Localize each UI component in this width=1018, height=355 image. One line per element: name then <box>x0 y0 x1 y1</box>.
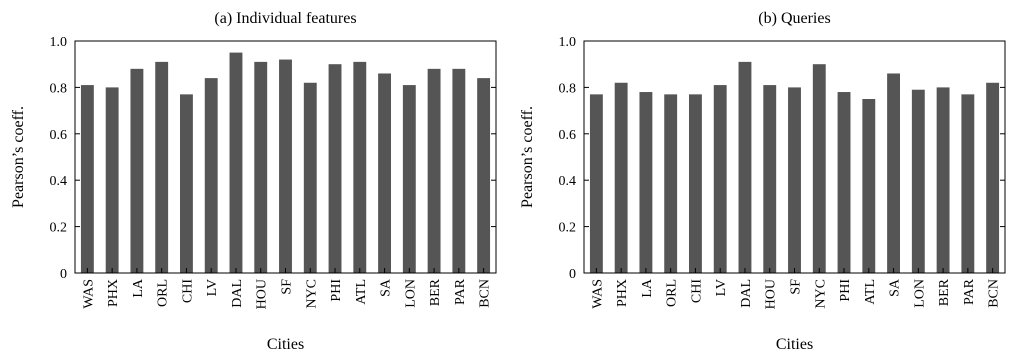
bar-chi <box>689 94 702 273</box>
bar-atl <box>353 61 367 273</box>
bar-par <box>961 94 975 273</box>
x-tick-label-la: LA <box>131 278 146 298</box>
bar-lv <box>713 85 727 273</box>
bar-sf <box>279 59 292 274</box>
x-tick-label-sa: SA <box>888 278 903 297</box>
x-axis-label: Cities <box>776 336 813 353</box>
bar-orl <box>664 94 678 273</box>
bar-phi <box>837 92 851 273</box>
bar-lon <box>911 89 925 273</box>
x-tick-label-lv: LV <box>714 279 729 296</box>
bar-hou <box>254 61 268 273</box>
bar-atl <box>862 99 876 273</box>
y-tick-label: 0.4 <box>50 174 68 189</box>
x-tick-label-orl: ORL <box>665 279 680 307</box>
bar-ber <box>936 87 950 274</box>
x-tick-label-bcn: BCN <box>478 279 493 308</box>
bar-phx <box>614 82 628 273</box>
y-tick-label: 0.6 <box>50 128 68 143</box>
bar-lv <box>204 78 218 274</box>
y-axis-label: Pearson’s coeff. <box>519 106 536 208</box>
x-tick-label-phi: PHI <box>838 279 853 302</box>
x-tick-label-ber: BER <box>937 278 952 306</box>
x-tick-label-phx: PHX <box>615 279 630 307</box>
x-tick-label-chi: CHI <box>180 279 195 303</box>
y-tick-label: 0.2 <box>50 221 68 236</box>
x-tick-label-par: PAR <box>453 278 468 305</box>
bar-bcn <box>986 82 1000 273</box>
y-tick-label: 0 <box>60 267 67 282</box>
x-tick-label-sa: SA <box>379 278 394 297</box>
bar-was <box>589 94 603 273</box>
x-tick-label-nyc: NYC <box>813 279 828 309</box>
y-tick-label: 0.8 <box>559 81 577 96</box>
bar-sa <box>378 73 391 273</box>
y-axis-label: Pearson’s coeff. <box>10 106 27 208</box>
chart-title: (b) Queries <box>758 10 830 27</box>
bar-sa <box>887 73 900 273</box>
chart-queries: 0 0.2 0.4 0.6 0.8 1.0 WAS PHX LA ORL CHI LV DAL HOU SF… <box>519 10 1006 353</box>
x-tick-label-chi: CHI <box>689 279 704 303</box>
bar-phi <box>328 64 342 273</box>
x-tick-label-sf: SF <box>789 279 804 295</box>
x-tick-label-was: WAS <box>81 279 96 309</box>
bar-hou <box>763 85 777 273</box>
y-tick-label: 1.0 <box>559 35 577 50</box>
bar-phx <box>105 87 119 274</box>
x-tick-label-ber: BER <box>428 278 443 306</box>
y-tick-label: 0.8 <box>50 81 68 96</box>
y-tick-label: 0 <box>569 267 576 282</box>
x-tick-label-was: WAS <box>590 279 605 309</box>
x-tick-label-orl: ORL <box>156 279 171 307</box>
y-tick-label: 0.4 <box>559 174 577 189</box>
bar-nyc <box>812 64 826 273</box>
bar-was <box>80 85 94 273</box>
chart-individual-features: 0 0.2 0.4 0.6 0.8 1.0 WAS PHX LA ORL CHI LV DAL HOU SF… <box>10 10 497 353</box>
bar-la <box>130 68 144 273</box>
bar-nyc <box>303 82 317 273</box>
x-tick-label-dal: DAL <box>739 279 754 308</box>
bar-la <box>639 92 653 273</box>
x-tick-label-hou: HOU <box>764 279 779 309</box>
x-tick-label-phx: PHX <box>106 279 121 307</box>
x-tick-label-atl: ATL <box>354 279 369 305</box>
x-tick-label-phi: PHI <box>329 279 344 302</box>
bar-chi <box>180 94 193 273</box>
bar-sf <box>788 87 801 274</box>
bar-lon <box>402 85 416 273</box>
x-tick-label-nyc: NYC <box>304 279 319 309</box>
x-tick-label-atl: ATL <box>863 279 878 305</box>
x-tick-label-lon: LON <box>403 279 418 308</box>
bar-par <box>452 68 466 273</box>
x-tick-label-bcn: BCN <box>987 279 1002 308</box>
bar-orl <box>155 61 169 273</box>
bar-dal <box>738 61 752 273</box>
chart-title: (a) Individual features <box>214 10 356 27</box>
x-tick-label-lon: LON <box>912 279 927 308</box>
x-axis-label: Cities <box>267 336 304 353</box>
x-tick-label-lv: LV <box>205 279 220 296</box>
x-tick-label-par: PAR <box>962 278 977 305</box>
bar-dal <box>229 52 243 273</box>
bar-ber <box>427 68 441 273</box>
bar-bcn <box>477 78 491 274</box>
x-tick-label-dal: DAL <box>230 279 245 308</box>
y-tick-label: 0.6 <box>559 128 577 143</box>
x-tick-label-sf: SF <box>280 279 295 295</box>
y-tick-label: 0.2 <box>559 221 577 236</box>
y-tick-label: 1.0 <box>50 35 68 50</box>
x-tick-label-hou: HOU <box>255 279 270 309</box>
x-tick-label-la: LA <box>640 278 655 298</box>
